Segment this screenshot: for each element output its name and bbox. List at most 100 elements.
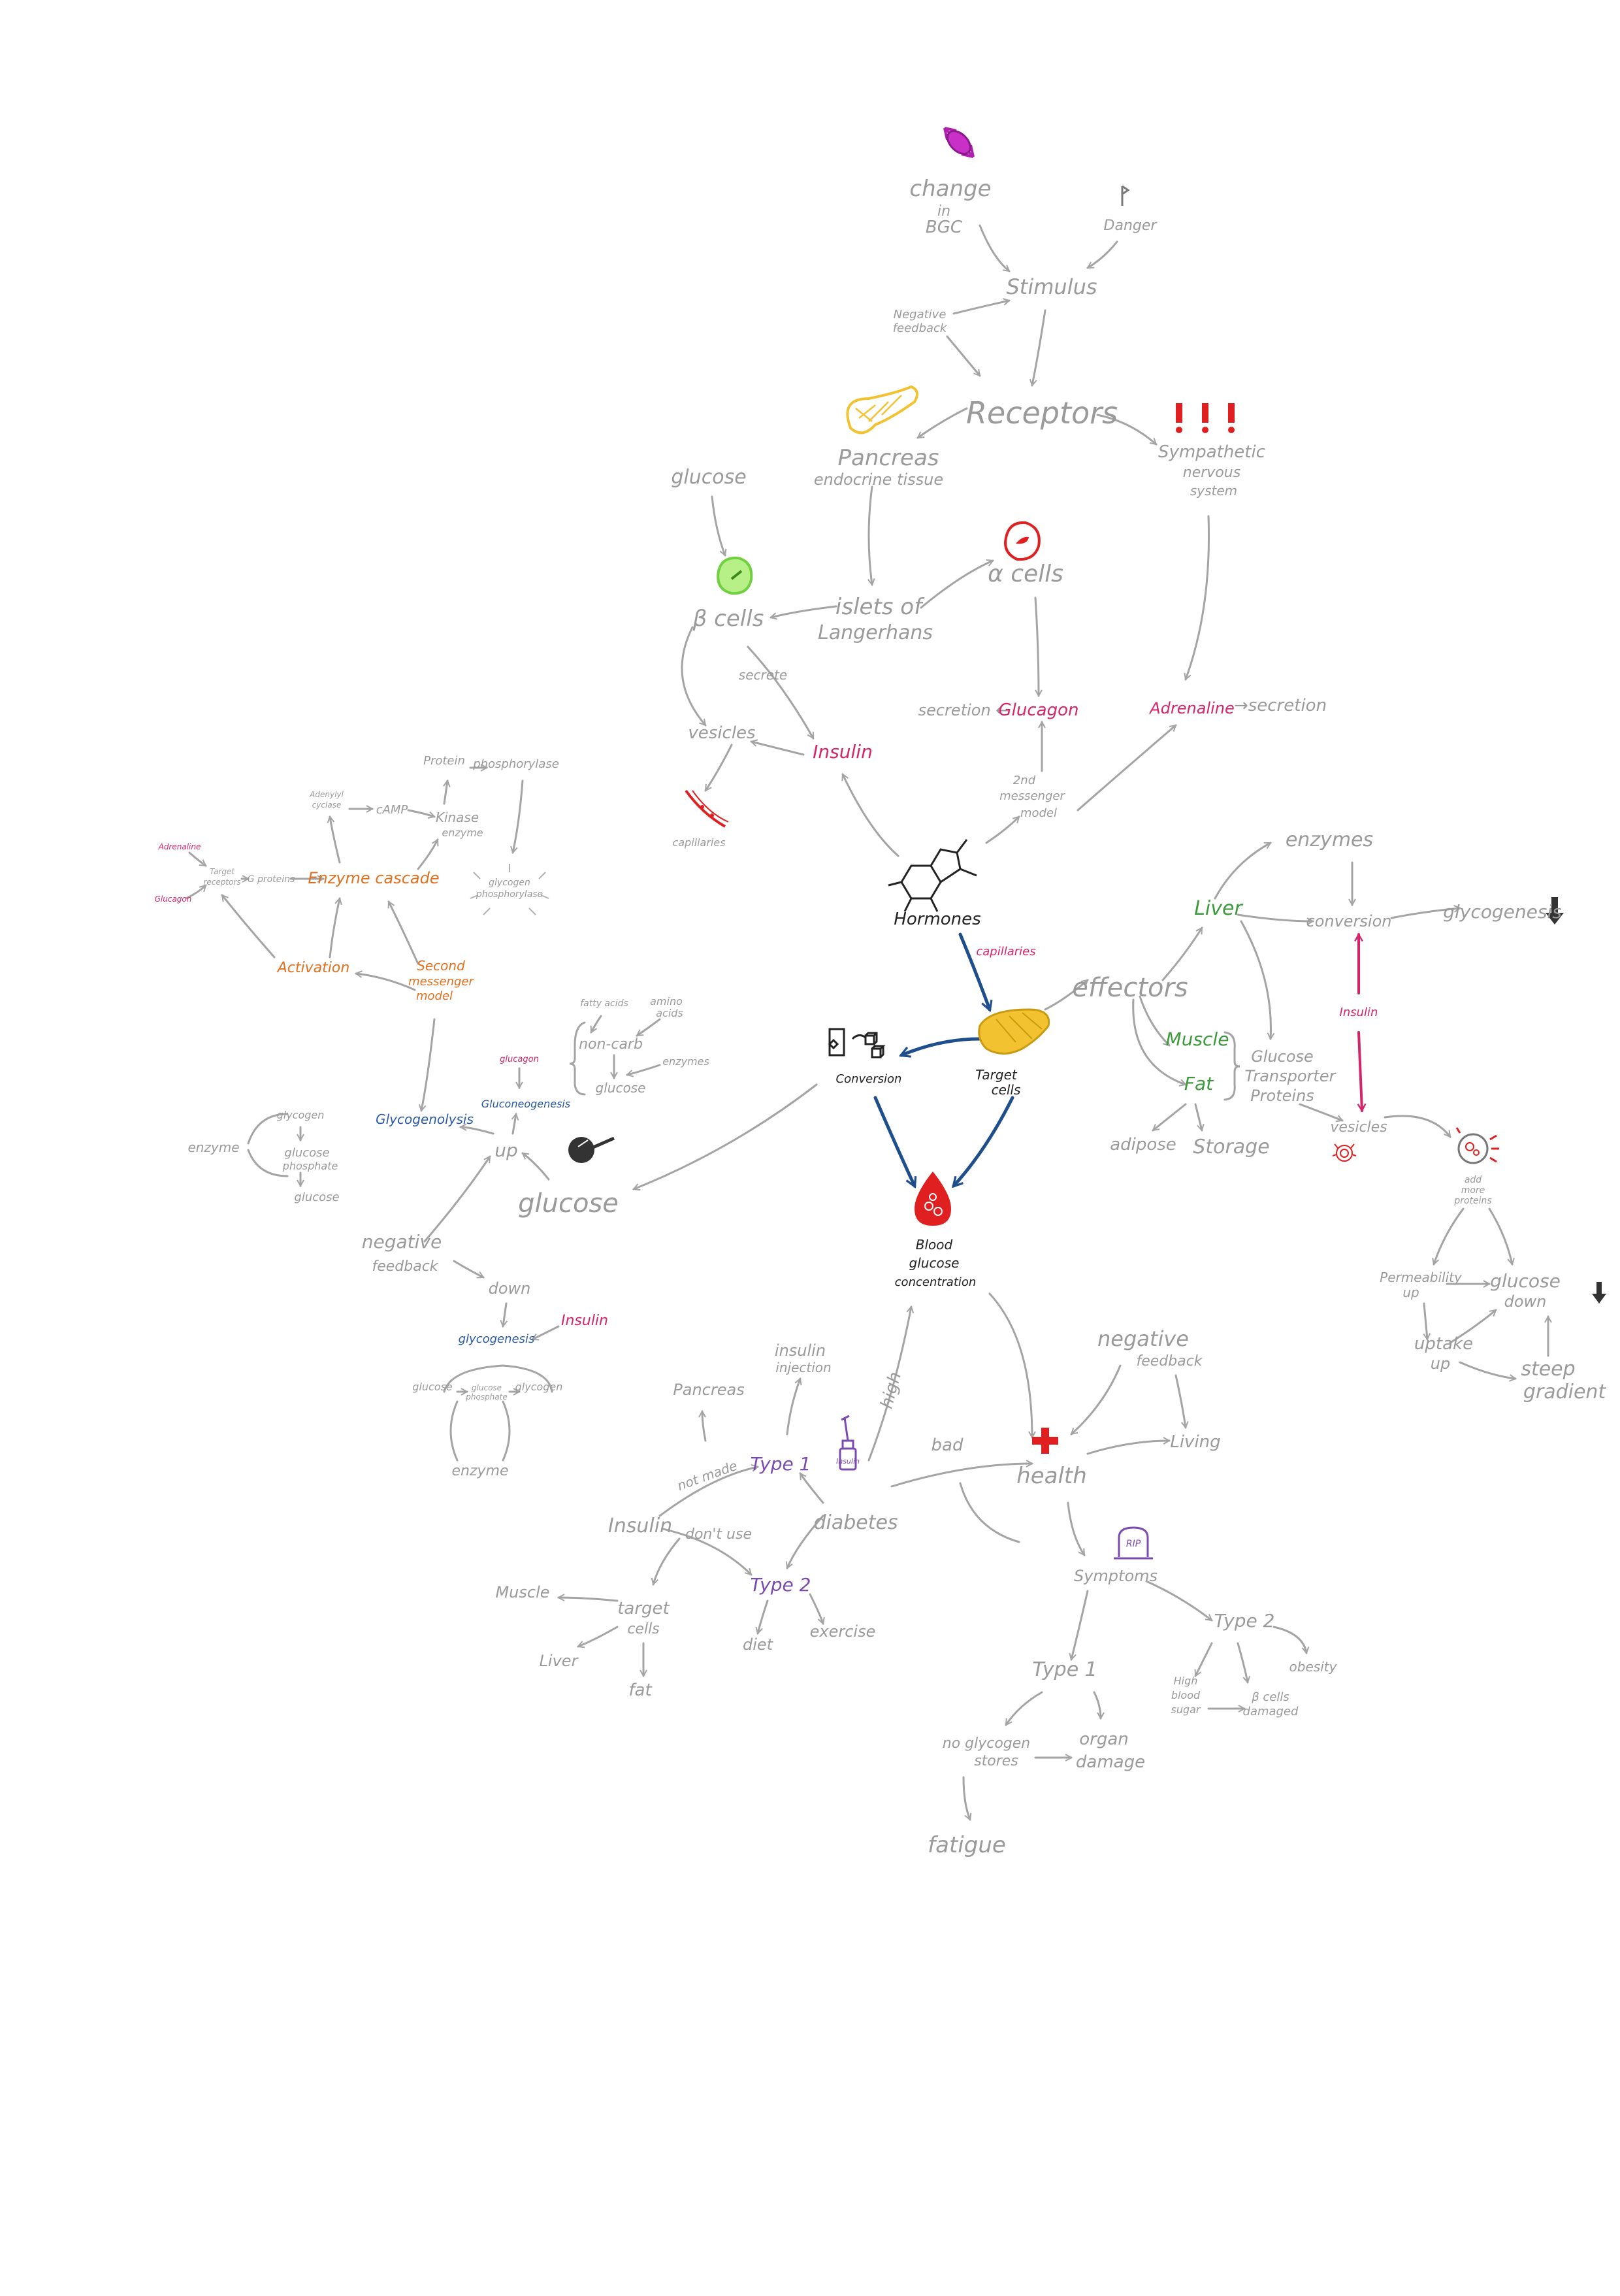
node-glycogen-left: glycogen xyxy=(277,1109,325,1121)
edge-type1-noglycogen xyxy=(1005,1691,1043,1725)
node-gp-bottom-1: glucose xyxy=(472,1383,502,1392)
node-glycogenolysis: Glycogenolysis xyxy=(376,1111,474,1127)
edge-type1-organ xyxy=(1093,1691,1101,1718)
node-glucagon-tiny: glucagon xyxy=(500,1055,539,1064)
frying-pan-icon xyxy=(568,1136,615,1163)
edges xyxy=(185,224,1548,1820)
flag-icon xyxy=(1121,185,1130,206)
edge-diabetes-type2 xyxy=(787,1515,824,1568)
node-sympathetic-2: nervous xyxy=(1183,465,1240,481)
node-permeability-2: up xyxy=(1402,1285,1419,1300)
liver-icon xyxy=(978,1008,1050,1055)
node-targetcells-b-1: target xyxy=(617,1599,670,1618)
node-steep-1: steep xyxy=(1521,1358,1575,1381)
tombstone-icon: RIP xyxy=(1114,1526,1153,1560)
edge-liver-gtp xyxy=(1240,920,1271,1039)
node-diet: diet xyxy=(743,1635,774,1654)
edge-liver-conversion xyxy=(1237,913,1313,921)
node-up-left: up xyxy=(494,1140,518,1161)
cubes-icon xyxy=(828,1028,886,1058)
edge-pancreas-islets xyxy=(869,485,872,585)
edge-vesicles-addmore xyxy=(1384,1115,1451,1137)
node-glucosedown-2: down xyxy=(1504,1292,1547,1311)
edge-conversion-blood xyxy=(873,1096,915,1186)
edge-2ndmsg-cascade xyxy=(387,902,419,965)
node-glucose-left-small: glucose xyxy=(294,1190,339,1204)
edge-type1-injection xyxy=(786,1379,800,1435)
node-alpha-cells: α cells xyxy=(988,561,1063,587)
node-danger: Danger xyxy=(1104,218,1158,234)
node-enzymes-right: enzymes xyxy=(1286,828,1373,851)
edge-negfb-health xyxy=(1071,1364,1122,1435)
node-fatigue: fatigue xyxy=(928,1832,1006,1858)
edge-vesicles-capillaries xyxy=(704,744,733,791)
node-insulin-bottom: Insulin xyxy=(608,1515,672,1537)
edge-type2-exercise xyxy=(809,1593,823,1624)
node-glycogenesis: glycogenesis xyxy=(1443,901,1562,923)
edge-addmore-permeability xyxy=(1434,1207,1465,1264)
edge-notmade-pancreas xyxy=(702,1411,707,1442)
node-organ-2: damage xyxy=(1076,1752,1145,1772)
node-2nd-msg-2: messenger xyxy=(999,789,1065,803)
node-enzyme-cascade: Enzyme cascade xyxy=(308,869,439,887)
edge-targetcells-muscle xyxy=(559,1598,619,1602)
node-noglycogen-1: no glycogen xyxy=(943,1735,1031,1752)
node-islets-1: islets of xyxy=(835,594,925,620)
edge-2ndmsg-glycogenolysis xyxy=(421,1018,436,1111)
node-gtp-2: Transporter xyxy=(1245,1067,1337,1085)
edge-glycogenesis-branch xyxy=(443,1364,553,1393)
node-bad: bad xyxy=(932,1435,964,1455)
edge-insulin-vesicles xyxy=(751,742,805,756)
edge-2ndmsg-activation xyxy=(356,974,416,991)
edge-uptake-steep xyxy=(1459,1361,1515,1379)
edge-effectors-liver xyxy=(1161,928,1203,981)
edge-fattyacids-noncarb xyxy=(590,1015,602,1032)
node-glucosedown-1: glucose xyxy=(1490,1270,1561,1292)
edge-hormones-insulin xyxy=(843,774,899,857)
node-insulin-mid: Insulin xyxy=(813,741,873,763)
edge-cascade-kinase xyxy=(417,840,439,870)
edge-activation-cascade xyxy=(329,898,340,959)
node-target-cells-2: cells xyxy=(992,1082,1021,1098)
edge-uptake-glucosedown xyxy=(1449,1309,1496,1344)
edge-liver-enzymes xyxy=(1214,842,1271,900)
edge-adrenaline-targetrec xyxy=(188,851,206,867)
node-blood-3: concentration xyxy=(895,1275,977,1289)
node-hormones: Hormones xyxy=(894,910,980,929)
node-endocrine: endocrine tissue xyxy=(814,470,943,489)
hormone-molecule-icon xyxy=(888,839,977,912)
edge-negfb-up xyxy=(423,1156,491,1243)
node-amino-2: acids xyxy=(656,1007,683,1019)
node-negfb-left-1: negative xyxy=(362,1231,442,1253)
edge-diabetes-type1 xyxy=(799,1473,824,1504)
edge-blood-health xyxy=(988,1292,1032,1437)
node-gtp-1: Glucose xyxy=(1251,1047,1314,1066)
edge-perm-uptake xyxy=(1424,1302,1427,1339)
node-steep-2: gradient xyxy=(1523,1381,1607,1403)
edge-receptors-pancreas xyxy=(918,407,968,439)
node-adipose: adipose xyxy=(1110,1135,1176,1155)
edge-enzyme-bottom-branch xyxy=(449,1400,511,1462)
edge-health-living xyxy=(1086,1441,1169,1455)
node-enzyme-bottom: enzyme xyxy=(451,1463,508,1479)
edge-type2-diet xyxy=(758,1599,769,1633)
node-glucose-big: glucose xyxy=(518,1189,619,1219)
node-health: health xyxy=(1016,1463,1087,1489)
edge-diabetes-high xyxy=(867,1307,911,1462)
node-storage: Storage xyxy=(1193,1136,1269,1158)
node-negfb-top-1: Negative xyxy=(894,308,947,321)
node-blood-1: Blood xyxy=(916,1237,953,1253)
node-insulin-injection-1: insulin xyxy=(775,1341,826,1360)
node-permeability-1: Permeability xyxy=(1380,1270,1463,1285)
brace-muscle-fat xyxy=(1223,1031,1240,1101)
node-change: change xyxy=(909,176,991,202)
edge-insulin-dontuse-type2 xyxy=(662,1528,753,1576)
node-highblood-1: High xyxy=(1174,1675,1198,1687)
edge-effectors-fat xyxy=(1132,998,1186,1085)
pancreas-icon xyxy=(846,385,918,435)
node-diabetes: diabetes xyxy=(813,1511,898,1534)
edge-activation-targetrec xyxy=(221,895,276,959)
edge-symptoms-type2 xyxy=(1145,1580,1212,1622)
node-activation: Activation xyxy=(276,960,350,976)
node-pancreas: Pancreas xyxy=(837,445,939,471)
